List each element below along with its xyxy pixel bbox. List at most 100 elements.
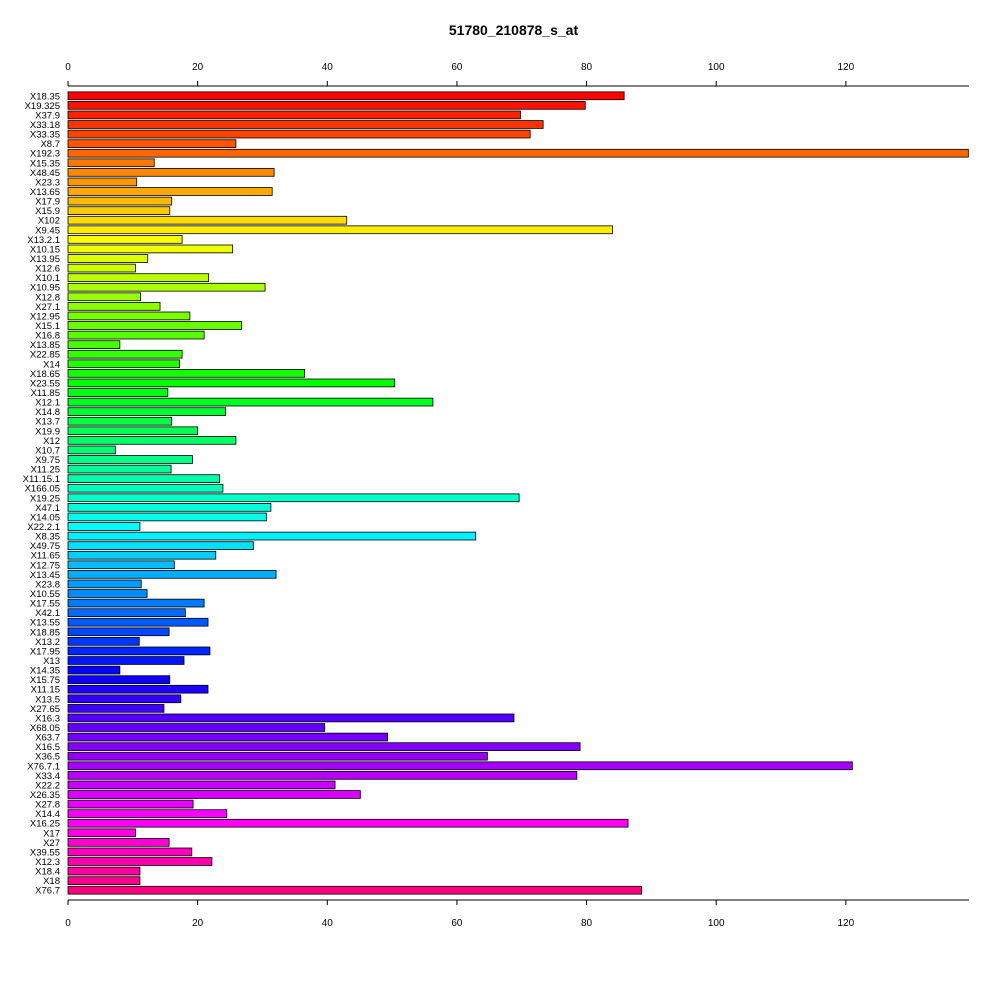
bar	[67, 225, 613, 235]
bar	[67, 311, 191, 321]
bar	[67, 168, 275, 177]
bar	[67, 608, 186, 617]
bar	[67, 512, 267, 522]
category-label: X12.95	[30, 311, 60, 322]
category-label: X13.2	[35, 637, 60, 648]
bar	[67, 282, 266, 292]
bar	[67, 694, 182, 704]
bar	[67, 684, 209, 694]
category-label: X166.05	[25, 484, 60, 495]
category-label: X76.7	[35, 886, 60, 897]
top-axis-tick-label: 100	[708, 62, 725, 73]
bar	[67, 254, 149, 263]
bar	[67, 541, 254, 550]
category-label: X10.1	[35, 273, 60, 284]
category-label: X11.15	[31, 685, 60, 696]
category-label: X47.1	[35, 503, 60, 514]
category-label: X11.25	[31, 465, 60, 476]
bar	[67, 589, 148, 598]
bar	[67, 675, 171, 684]
category-label: X42.1	[35, 608, 60, 619]
bar	[67, 732, 388, 742]
top-axis-tick-label: 60	[451, 62, 463, 73]
bar	[67, 292, 141, 302]
category-label: X17	[43, 828, 60, 839]
bar	[67, 761, 853, 771]
category-label: X68.05	[30, 723, 60, 734]
bar	[67, 876, 141, 885]
bar	[67, 847, 193, 857]
top-axis-tick-label: 120	[837, 62, 854, 73]
category-label: X11.85	[31, 388, 60, 399]
category-label: X10.15	[30, 244, 60, 255]
bar	[67, 637, 140, 646]
category-label: X15.9	[35, 206, 60, 217]
category-label: X26.35	[30, 790, 60, 801]
category-label: X16.8	[35, 331, 60, 342]
bar	[67, 321, 243, 330]
bar	[67, 426, 199, 436]
category-label: X18.4	[35, 867, 60, 878]
category-label: X19.9	[35, 426, 60, 437]
category-label: X15.35	[30, 158, 60, 169]
category-label: X13	[43, 656, 60, 667]
category-label: X14.35	[30, 666, 60, 677]
bottom-axis-tick-label: 80	[581, 918, 593, 929]
bar	[67, 407, 226, 416]
category-label: X102	[38, 216, 60, 227]
bar	[67, 416, 173, 426]
bar	[67, 378, 396, 388]
category-label: X192.3	[30, 149, 60, 160]
category-label: X37.9	[35, 110, 60, 121]
category-label: X15.1	[35, 321, 60, 332]
bar	[67, 857, 213, 866]
bottom-axis-tick-label: 100	[708, 918, 725, 929]
category-label: X33.35	[30, 130, 60, 141]
bar	[67, 120, 544, 129]
category-label: X33.4	[35, 771, 60, 782]
category-label: X14.4	[35, 809, 60, 820]
category-label: X10.95	[30, 283, 60, 294]
bottom-axis-tick-label: 20	[192, 918, 204, 929]
top-axis-tick-label: 80	[581, 62, 593, 73]
bar	[67, 723, 326, 732]
category-label: X36.5	[35, 752, 60, 763]
bar	[67, 110, 521, 120]
top-axis-tick-label: 40	[322, 62, 334, 73]
bar	[67, 704, 165, 713]
bar	[67, 436, 237, 445]
chart-title: 51780_210878_s_at	[448, 22, 579, 38]
category-label: X23.55	[30, 378, 60, 389]
category-label: X12.1	[35, 398, 60, 409]
bar	[67, 838, 170, 847]
bar	[67, 263, 136, 273]
bar	[67, 215, 348, 225]
bar	[67, 177, 138, 187]
bar	[67, 349, 183, 359]
category-label: X9.45	[35, 225, 60, 236]
bar	[67, 828, 136, 838]
bar	[67, 598, 205, 608]
bar	[67, 244, 234, 254]
category-label: X22.85	[30, 350, 60, 361]
bar	[67, 139, 237, 148]
category-label: X22.2	[35, 780, 60, 791]
bar	[67, 617, 209, 627]
bar	[67, 656, 185, 665]
category-label: X12.8	[35, 292, 60, 303]
category-label: X22.2.1	[27, 522, 60, 533]
bar	[67, 818, 629, 828]
category-label: X23.8	[35, 579, 60, 590]
bar	[67, 388, 169, 397]
bar	[67, 474, 221, 483]
bar	[67, 809, 228, 818]
bar	[67, 483, 224, 493]
bar	[67, 550, 217, 560]
bar	[67, 196, 173, 206]
bar	[67, 627, 170, 637]
category-label: X27	[43, 838, 60, 849]
bar	[67, 799, 194, 809]
category-label: X13.45	[30, 570, 60, 581]
category-label: X17.9	[35, 197, 60, 208]
